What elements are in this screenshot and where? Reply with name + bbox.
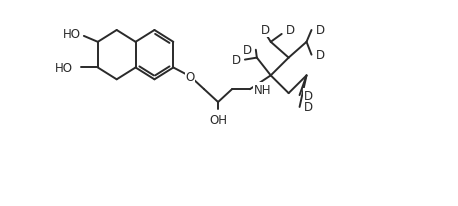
Text: D: D xyxy=(232,54,241,67)
Text: HO: HO xyxy=(63,28,81,41)
Text: D: D xyxy=(286,24,295,37)
Text: OH: OH xyxy=(209,114,227,127)
Text: HO: HO xyxy=(55,62,73,75)
Text: D: D xyxy=(316,49,325,62)
Text: O: O xyxy=(185,70,195,83)
Text: D: D xyxy=(316,24,325,37)
Text: D: D xyxy=(304,89,313,102)
Text: D: D xyxy=(243,44,252,57)
Text: NH: NH xyxy=(254,83,271,96)
Text: D: D xyxy=(304,101,313,114)
Text: HO: HO xyxy=(55,62,73,75)
Text: HO: HO xyxy=(63,28,81,41)
Text: D: D xyxy=(261,24,270,37)
Text: O: O xyxy=(185,70,195,83)
Text: OH: OH xyxy=(209,114,227,127)
Text: NH: NH xyxy=(254,83,271,96)
